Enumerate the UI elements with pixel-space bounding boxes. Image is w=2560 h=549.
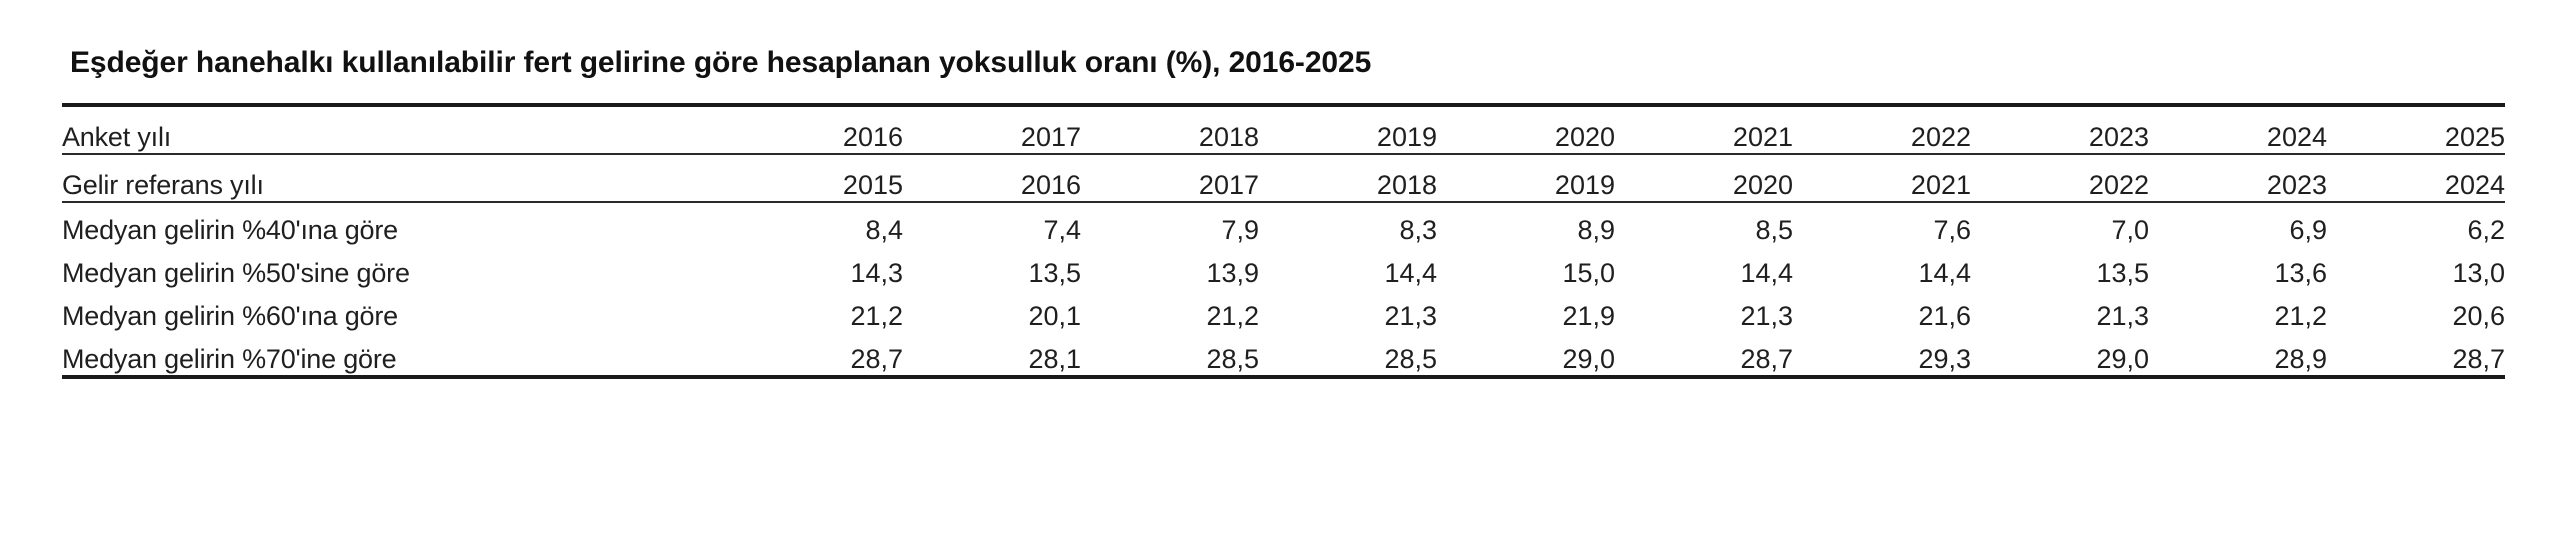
table-row: Medyan gelirin %40'ına göre 8,4 7,4 7,9 …: [62, 201, 2505, 246]
row-label-median-40: Medyan gelirin %40'ına göre: [62, 201, 725, 246]
header-row-survey-year: Anket yılı 2016 2017 2018 2019 2020 2021…: [62, 103, 2505, 154]
table-row: Medyan gelirin %70'ine göre 28,7 28,1 28…: [62, 332, 2505, 377]
cell-median-50-2017: 13,5: [903, 246, 1081, 289]
cell-median-60-2018: 21,2: [1081, 289, 1259, 332]
header-cell-survey-year-9: 2024: [2149, 103, 2327, 154]
cell-median-60-2025: 20,6: [2327, 289, 2505, 332]
cell-median-40-2018: 7,9: [1081, 201, 1259, 246]
row-label-median-50: Medyan gelirin %50'sine göre: [62, 246, 725, 289]
header-row-income-reference-year: Gelir referans yılı 2015 2016 2017 2018 …: [62, 153, 2505, 202]
cell-median-40-2024: 6,9: [2149, 201, 2327, 246]
header-cell-survey-year-4: 2019: [1259, 103, 1437, 154]
cell-median-70-2022: 29,3: [1793, 332, 1971, 377]
cell-median-50-2020: 15,0: [1437, 246, 1615, 289]
cell-median-40-2025: 6,2: [2327, 201, 2505, 246]
cell-median-60-2023: 21,3: [1971, 289, 2149, 332]
header-cell-survey-year-5: 2020: [1437, 103, 1615, 154]
header-label-income-reference-year: Gelir referans yılı: [62, 153, 725, 202]
header-cell-income-year-10: 2024: [2327, 153, 2505, 202]
header-cell-income-year-9: 2023: [2149, 153, 2327, 202]
header-cell-survey-year-8: 2023: [1971, 103, 2149, 154]
table-title: Eşdeğer hanehalkı kullanılabilir fert ge…: [70, 46, 1372, 79]
cell-median-40-2017: 7,4: [903, 201, 1081, 246]
cell-median-40-2023: 7,0: [1971, 201, 2149, 246]
cell-median-50-2023: 13,5: [1971, 246, 2149, 289]
header-cell-income-year-6: 2020: [1615, 153, 1793, 202]
header-cell-survey-year-2: 2017: [903, 103, 1081, 154]
cell-median-40-2019: 8,3: [1259, 201, 1437, 246]
cell-median-50-2016: 14,3: [725, 246, 903, 289]
cell-median-50-2021: 14,4: [1615, 246, 1793, 289]
cell-median-60-2024: 21,2: [2149, 289, 2327, 332]
cell-median-60-2020: 21,9: [1437, 289, 1615, 332]
cell-median-70-2017: 28,1: [903, 332, 1081, 377]
header-cell-income-year-2: 2016: [903, 153, 1081, 202]
cell-median-70-2023: 29,0: [1971, 332, 2149, 377]
header-cell-survey-year-3: 2018: [1081, 103, 1259, 154]
cell-median-40-2021: 8,5: [1615, 201, 1793, 246]
poverty-rate-table: Anket yılı 2016 2017 2018 2019 2020 2021…: [62, 103, 2505, 387]
table-bottom-rule-cell: [62, 375, 2505, 387]
table-row: Medyan gelirin %60'ına göre 21,2 20,1 21…: [62, 289, 2505, 332]
statistics-table-container: Eşdeğer hanehalkı kullanılabilir fert ge…: [62, 46, 2505, 387]
header-cell-income-year-4: 2018: [1259, 153, 1437, 202]
header-label-survey-year: Anket yılı: [62, 103, 725, 154]
cell-median-50-2025: 13,0: [2327, 246, 2505, 289]
cell-median-60-2021: 21,3: [1615, 289, 1793, 332]
row-label-median-70: Medyan gelirin %70'ine göre: [62, 332, 725, 377]
header-cell-income-year-1: 2015: [725, 153, 903, 202]
cell-median-70-2016: 28,7: [725, 332, 903, 377]
cell-median-40-2022: 7,6: [1793, 201, 1971, 246]
header-cell-income-year-5: 2019: [1437, 153, 1615, 202]
cell-median-50-2022: 14,4: [1793, 246, 1971, 289]
cell-median-40-2020: 8,9: [1437, 201, 1615, 246]
cell-median-60-2019: 21,3: [1259, 289, 1437, 332]
table-header: Anket yılı 2016 2017 2018 2019 2020 2021…: [62, 103, 2505, 202]
header-cell-survey-year-6: 2021: [1615, 103, 1793, 154]
header-cell-income-year-7: 2021: [1793, 153, 1971, 202]
header-cell-income-year-3: 2017: [1081, 153, 1259, 202]
cell-median-60-2022: 21,6: [1793, 289, 1971, 332]
header-cell-survey-year-1: 2016: [725, 103, 903, 154]
cell-median-60-2016: 21,2: [725, 289, 903, 332]
cell-median-70-2025: 28,7: [2327, 332, 2505, 377]
cell-median-70-2021: 28,7: [1615, 332, 1793, 377]
table-row: Medyan gelirin %50'sine göre 14,3 13,5 1…: [62, 246, 2505, 289]
cell-median-70-2020: 29,0: [1437, 332, 1615, 377]
header-cell-survey-year-10: 2025: [2327, 103, 2505, 154]
header-cell-income-year-8: 2022: [1971, 153, 2149, 202]
cell-median-70-2019: 28,5: [1259, 332, 1437, 377]
cell-median-60-2017: 20,1: [903, 289, 1081, 332]
cell-median-50-2018: 13,9: [1081, 246, 1259, 289]
cell-median-70-2018: 28,5: [1081, 332, 1259, 377]
cell-median-50-2024: 13,6: [2149, 246, 2327, 289]
cell-median-50-2019: 14,4: [1259, 246, 1437, 289]
cell-median-40-2016: 8,4: [725, 201, 903, 246]
cell-median-70-2024: 28,9: [2149, 332, 2327, 377]
row-label-median-60: Medyan gelirin %60'ına göre: [62, 289, 725, 332]
table-bottom-rule: [62, 375, 2505, 387]
table-body: Medyan gelirin %40'ına göre 8,4 7,4 7,9 …: [62, 201, 2505, 387]
header-cell-survey-year-7: 2022: [1793, 103, 1971, 154]
